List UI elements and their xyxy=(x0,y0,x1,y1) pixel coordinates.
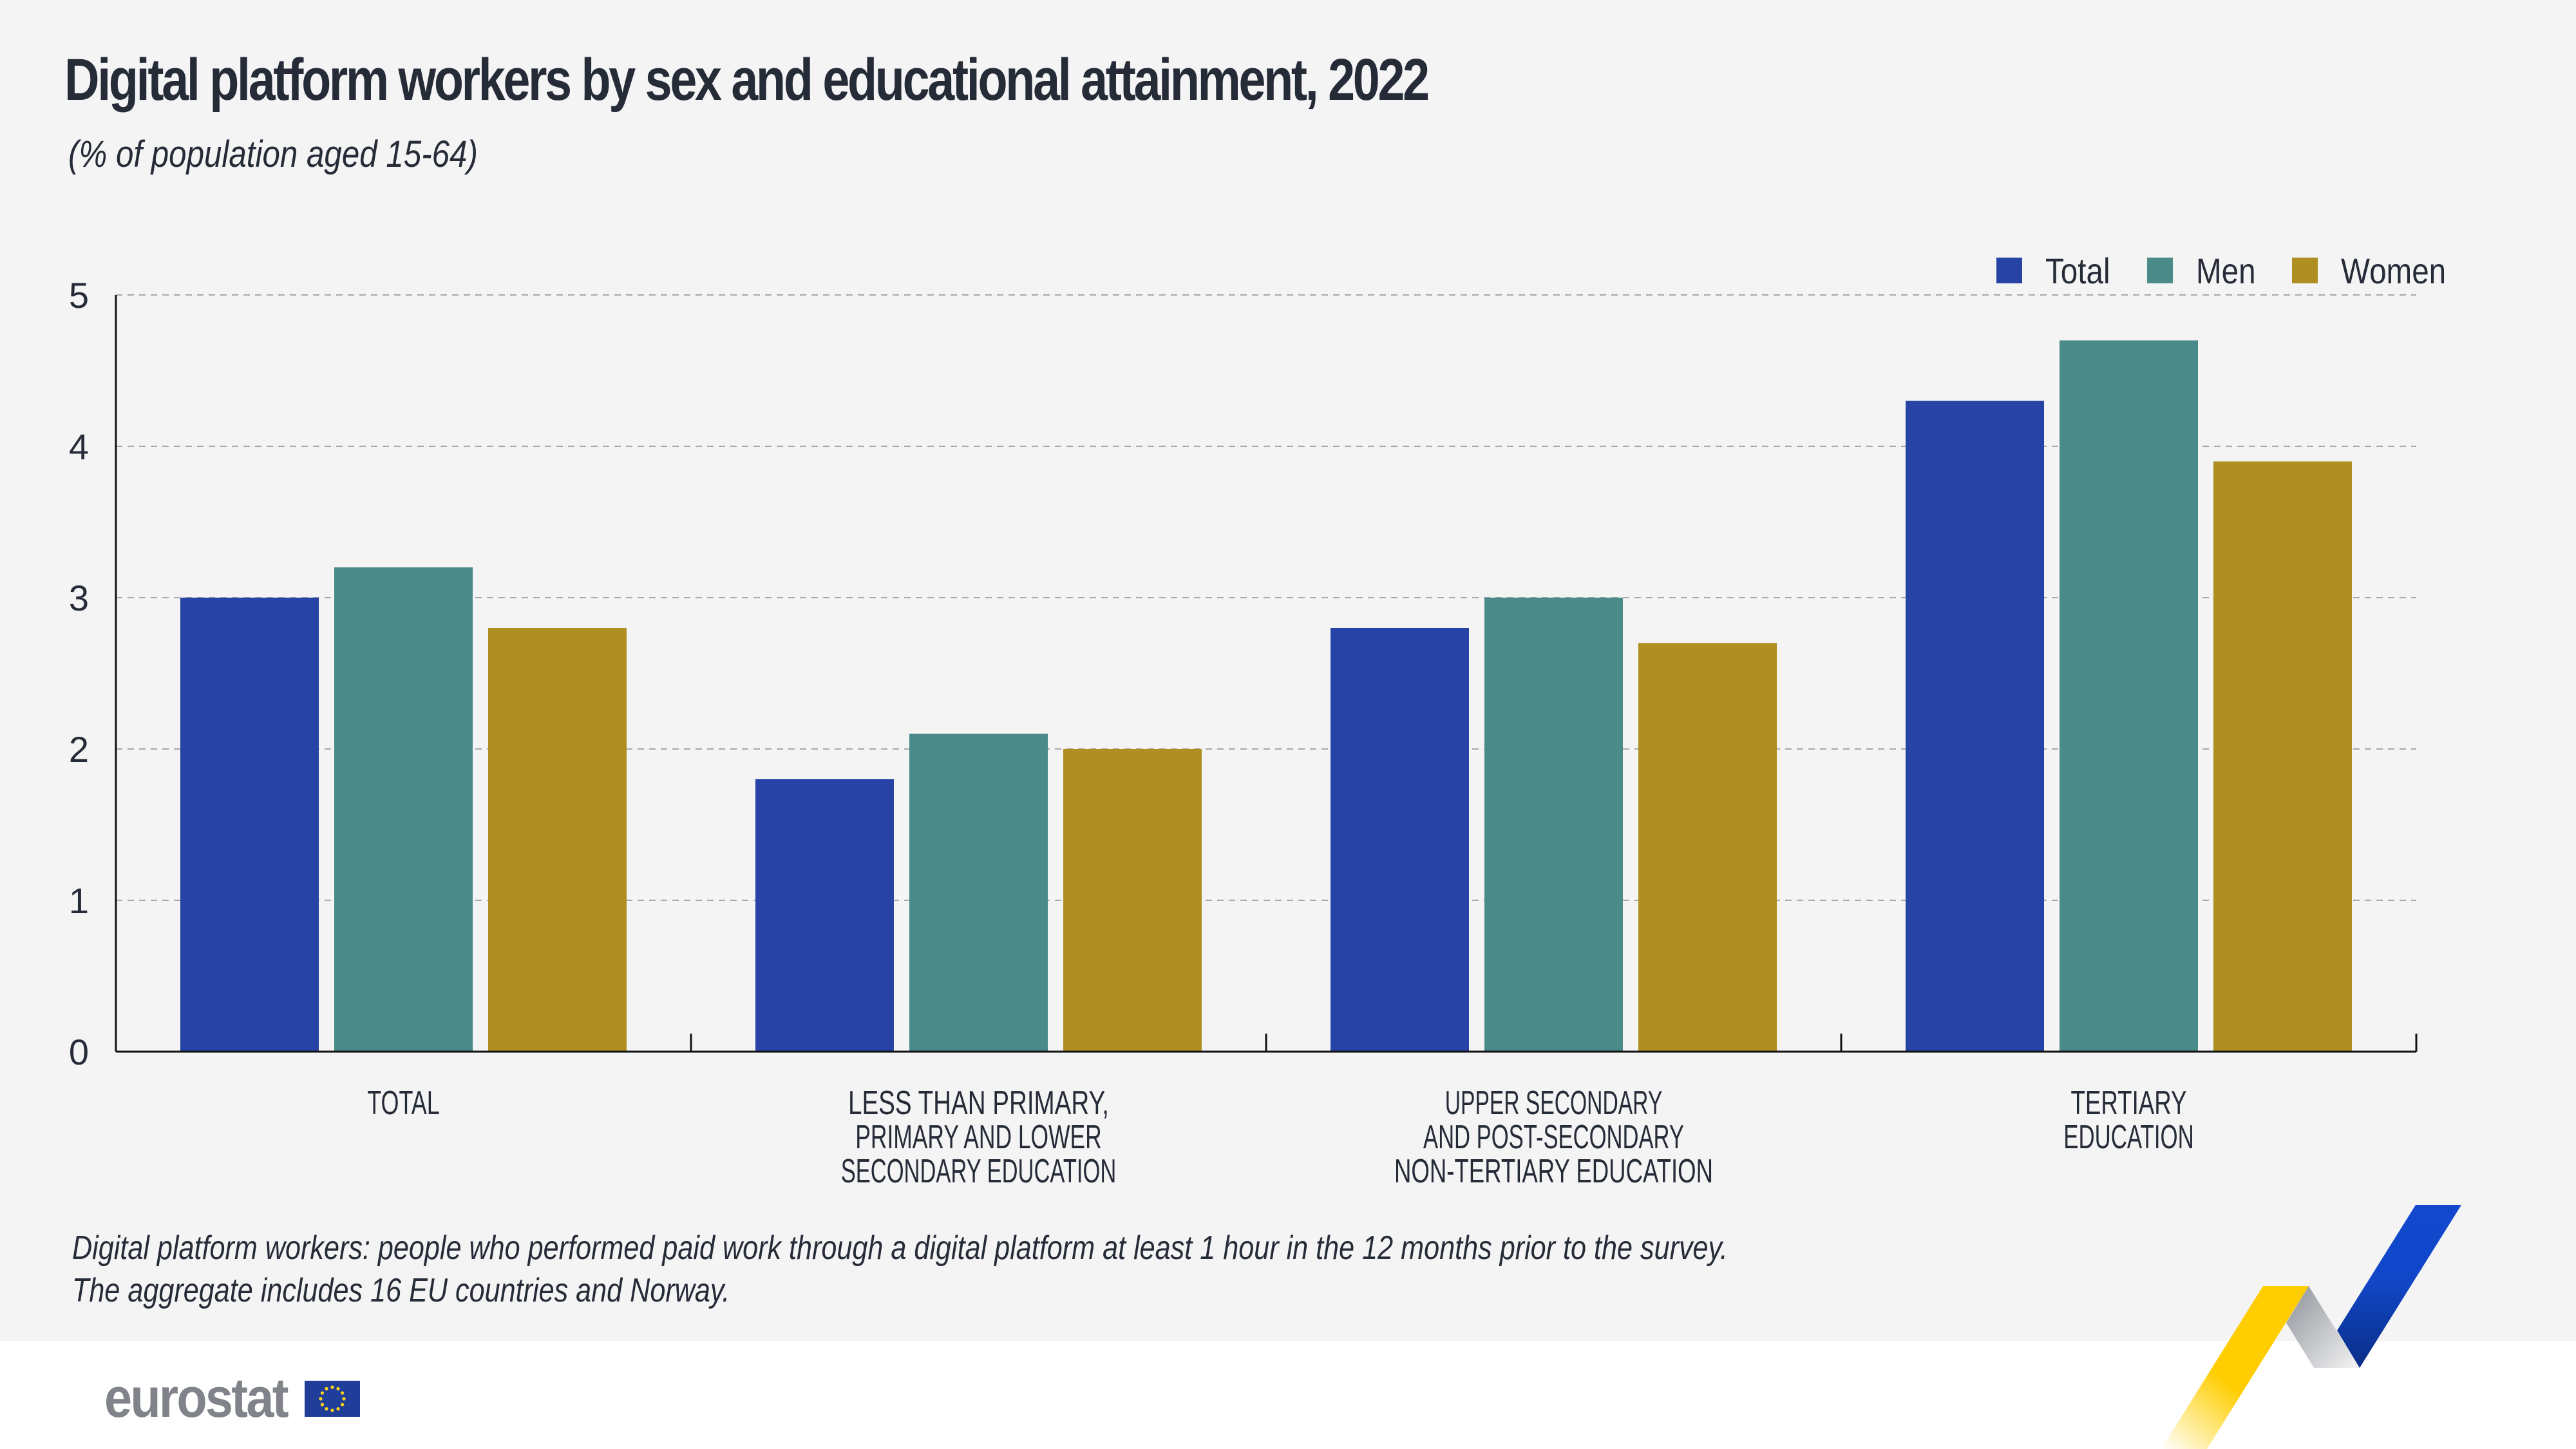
bar-men-2: Men: 3 xyxy=(1484,598,1623,1052)
footnote-line-definition: Digital platform workers: people who per… xyxy=(72,1229,1728,1267)
y-tick-label-2: 2 xyxy=(69,729,89,770)
legend-item-women: Women xyxy=(2292,250,2465,292)
chart-subtitle: (% of population aged 15-64) xyxy=(68,133,478,175)
bar-women-1: Women: 2 xyxy=(1063,749,1202,1052)
bar-chart: 0 1 2 3 4 5 Total: 3Men: 3.2Women: 2.8 Total: … xyxy=(69,275,2418,1190)
x-tick-label-3-0: TERTIARY xyxy=(2071,1084,2187,1122)
legend-label-men: Men xyxy=(2196,250,2256,291)
eurostat-logo-text: eurostat xyxy=(104,1367,289,1429)
x-axis-labels: TOTAL LESS THAN PRIMARY,PRIMARY AND LOWER… xyxy=(367,1084,2194,1190)
bar-total-1: Total: 1.8 xyxy=(755,779,894,1052)
bar-total-3: Total: 4.3 xyxy=(1906,401,2044,1052)
x-tick-label-2-0: UPPER SECONDARY xyxy=(1445,1084,1663,1122)
legend-swatch-men xyxy=(2147,258,2174,283)
axes xyxy=(115,295,2418,1053)
legend-swatch-total xyxy=(1996,258,2022,283)
y-tick-label-0: 0 xyxy=(69,1032,89,1072)
bar-men-0: Men: 3.2 xyxy=(334,567,473,1052)
eu-flag-icon xyxy=(305,1380,361,1417)
y-axis-ticks: 0 1 2 3 4 5 xyxy=(69,275,89,1072)
eurostat-logo: eurostat xyxy=(104,1367,361,1430)
legend: Total Men Women xyxy=(1996,250,2490,292)
y-tick-label-3: 3 xyxy=(69,578,89,618)
bar-total-2: Total: 2.8 xyxy=(1331,628,1469,1052)
bar-men-1: Men: 2.1 xyxy=(909,734,1048,1052)
bar-women-2: Women: 2.7 xyxy=(1638,643,1777,1052)
legend-item-men: Men xyxy=(2147,250,2266,292)
x-tick-label-1-0: LESS THAN PRIMARY, xyxy=(848,1084,1109,1122)
bar-women-3: Women: 3.9 xyxy=(2213,461,2352,1052)
x-tick-label-1-1: PRIMARY AND LOWER xyxy=(855,1119,1102,1156)
y-tick-label-5: 5 xyxy=(69,275,89,316)
x-tick-label-0-0: TOTAL xyxy=(367,1084,440,1122)
legend-item-total: Total xyxy=(1996,250,2121,292)
legend-swatch-women xyxy=(2292,258,2318,283)
footnote: Digital platform workers: people who per… xyxy=(72,1227,1728,1312)
chart-title: Digital platform workers by sex and educ… xyxy=(64,47,1430,113)
bar-men-3: Men: 4.7 xyxy=(2060,340,2198,1052)
legend-label-women: Women xyxy=(2341,250,2447,291)
legend-label-total: Total xyxy=(2045,250,2110,291)
y-tick-label-1: 1 xyxy=(69,880,89,921)
y-tick-label-4: 4 xyxy=(69,426,89,467)
x-tick-label-2-1: AND POST-SECONDARY xyxy=(1423,1119,1684,1156)
bar-women-0: Women: 2.8 xyxy=(488,628,627,1052)
footnote-line-aggregate: The aggregate includes 16 EU countries a… xyxy=(72,1272,730,1309)
x-tick-label-2-2: NON-TERTIARY EDUCATION xyxy=(1394,1153,1713,1190)
bars: Total: 3Men: 3.2Women: 2.8Total: 1.8Men:… xyxy=(180,340,2352,1052)
x-tick-label-1-2: SECONDARY EDUCATION xyxy=(841,1153,1117,1190)
bar-total-0: Total: 3 xyxy=(180,598,319,1052)
decorative-ribbon-icon xyxy=(2161,1205,2461,1449)
x-tick-label-3-1: EDUCATION xyxy=(2063,1119,2194,1156)
